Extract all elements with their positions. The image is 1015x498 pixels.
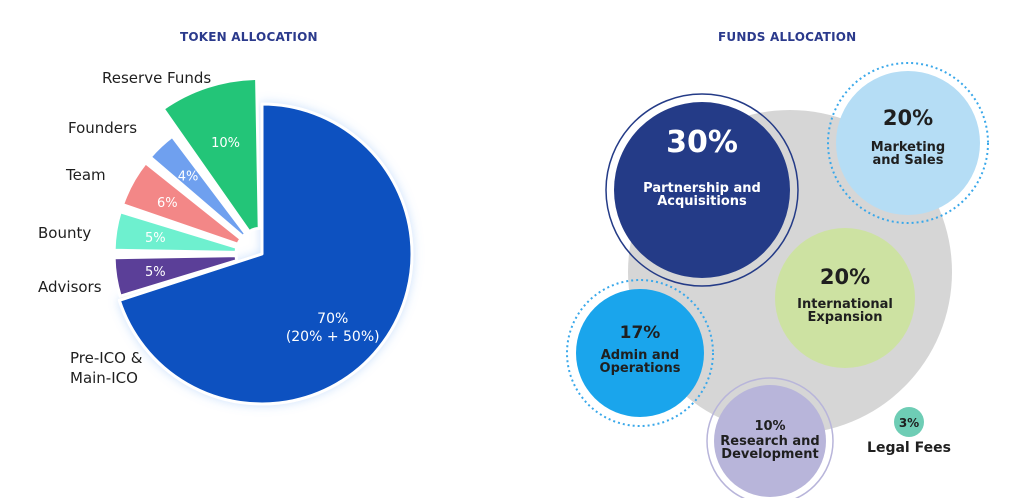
bubble-category-label: Admin and Operations [600, 348, 681, 376]
bubble-value-label: 20% [820, 265, 870, 289]
pie-value-label: 10% [211, 136, 240, 151]
bubble-ring-research-and-development [706, 377, 834, 498]
pie-slice-pre-ico-main-ico [117, 102, 414, 406]
bubble-category-label: Legal Fees [867, 440, 951, 456]
pie-value-label: 6% [157, 196, 178, 211]
bubble-ring-marketing-and-sales [827, 62, 989, 224]
pie-value-label: 5% [145, 231, 166, 246]
bubble-value-label: 3% [899, 416, 919, 430]
pie-slice-founders [148, 134, 248, 238]
bubble-category-label: International Expansion [797, 297, 893, 325]
bubble-international-expansion [775, 228, 915, 368]
bubble-ring-partnership-and-acquisitions [605, 93, 799, 287]
bubble-value-label: 30% [666, 125, 738, 160]
pie-value-label: 70% (20% + 50%) [286, 311, 380, 345]
token-allocation-title: TOKEN ALLOCATION [180, 30, 318, 44]
pie-value-label: 4% [178, 169, 199, 184]
pie-category-label: Pre-ICO & Main-ICO [70, 349, 143, 387]
bubble-category-label: Research and Development [720, 434, 819, 462]
bubble-value-label: 10% [754, 419, 785, 434]
pie-category-label: Reserve Funds [102, 69, 211, 87]
bubble-category-label: Partnership and Acquisitions [643, 181, 761, 209]
bubble-ring-admin-and-operations [566, 279, 714, 427]
pie-value-label: 5% [145, 265, 166, 280]
pie-slice-advisors [112, 254, 239, 298]
bubble-value-label: 20% [883, 106, 933, 130]
bubble-research-and-development [714, 385, 826, 497]
bubble-marketing-and-sales [836, 71, 980, 215]
funds-allocation-title: FUNDS ALLOCATION [718, 30, 857, 44]
pie-slice-team [121, 161, 243, 246]
pie-slice-reserve-funds [161, 76, 261, 234]
bubble-category-label: Marketing and Sales [871, 140, 945, 168]
pie-slice-bounty [112, 210, 239, 254]
pie-category-label: Founders [68, 119, 137, 137]
bubble-legal-fees [894, 407, 924, 437]
pie-category-label: Bounty [38, 224, 91, 242]
pie-category-label: Advisors [38, 278, 102, 296]
bubble-value-label: 17% [620, 323, 661, 343]
bubble-admin-and-operations [576, 289, 704, 417]
bubble-partnership-and-acquisitions [614, 102, 790, 278]
pie-category-label: Team [65, 166, 106, 184]
